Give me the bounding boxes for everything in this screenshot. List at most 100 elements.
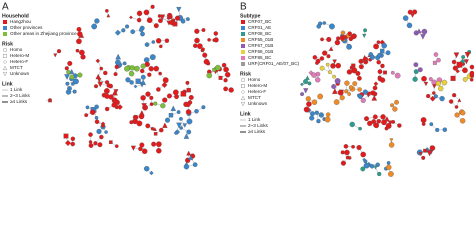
legend-label: 1 Link [248, 117, 261, 122]
network-node [315, 61, 319, 65]
network-node [332, 74, 336, 79]
legend-shape [3, 48, 7, 52]
network-node [97, 142, 103, 148]
network-node [454, 105, 459, 109]
legend-shape [2, 59, 8, 65]
network-node [346, 43, 352, 50]
network-node [186, 129, 192, 135]
network-node [417, 67, 423, 73]
network-node [320, 37, 324, 42]
network-node [94, 104, 99, 110]
network-node [201, 105, 206, 110]
network-node [452, 93, 457, 98]
network-node [101, 123, 105, 128]
network-node [186, 118, 193, 125]
network-node [319, 56, 325, 61]
legend-label: Other provinces [10, 25, 43, 30]
network-node [180, 91, 187, 97]
network-node [381, 42, 387, 49]
network-node [312, 55, 318, 60]
network-node [213, 37, 219, 43]
network-node [325, 112, 331, 117]
network-node [433, 94, 438, 99]
network-node [185, 80, 190, 85]
legend-title: Household [2, 13, 29, 19]
legend-label: Hetero-M [248, 83, 267, 88]
network-node [380, 48, 385, 54]
network-node [358, 126, 362, 131]
network-node [376, 40, 381, 44]
network-node [72, 89, 77, 94]
network-node [77, 31, 83, 37]
network-node [384, 116, 390, 122]
legend-label: 2~3 Links [248, 123, 268, 128]
network-node [96, 128, 102, 135]
network-node [148, 66, 154, 72]
network-node [462, 77, 468, 82]
network-node [138, 113, 145, 120]
network-node [356, 144, 362, 151]
legend-label: CRF67_01B [248, 43, 273, 48]
network-node [136, 10, 143, 17]
network-node [56, 49, 62, 54]
network-node [143, 165, 150, 172]
network-node [402, 15, 409, 21]
network-node [129, 120, 134, 125]
network-node [130, 145, 136, 151]
network-node [121, 28, 126, 33]
legend-swatch [241, 26, 245, 30]
network-node [150, 4, 155, 9]
network-node [455, 69, 460, 74]
network-node [176, 122, 182, 129]
network [45, 4, 234, 176]
network-node [348, 85, 354, 90]
legend-title: Risk [240, 71, 251, 77]
network-node [64, 74, 70, 80]
legend-label: CRF08_BC [248, 31, 272, 36]
network-node [161, 81, 168, 88]
network-node [385, 50, 391, 56]
network-node [139, 142, 145, 148]
network-node [170, 105, 177, 111]
network-node [436, 57, 441, 63]
network-node [144, 42, 150, 47]
network-node [421, 155, 426, 160]
legend-title: Risk [2, 41, 13, 47]
network-node [218, 75, 223, 80]
network-node [228, 87, 234, 93]
network-node [114, 64, 119, 70]
network-node [358, 64, 364, 70]
network-node [360, 151, 367, 158]
network-node [95, 58, 101, 64]
network-node [317, 93, 324, 100]
network-node [334, 78, 341, 84]
network-node [53, 53, 58, 58]
network-node [380, 114, 386, 120]
network-node [172, 89, 179, 96]
network-node [349, 121, 355, 128]
network-node [162, 77, 169, 84]
network-node [194, 109, 199, 114]
network-node [426, 150, 433, 157]
network-node [143, 9, 150, 16]
network-node [65, 81, 70, 86]
network-node [64, 140, 71, 147]
legend-shape [2, 65, 8, 70]
network-node [373, 43, 379, 50]
network-node [115, 53, 122, 60]
network-node [364, 116, 370, 122]
network-node [332, 59, 337, 64]
network-node [420, 34, 426, 40]
network-node [330, 63, 336, 69]
network-node [88, 140, 93, 144]
panel-label: A [2, 2, 9, 13]
network-node [300, 92, 304, 97]
legend-swatch [241, 20, 245, 24]
network-node [347, 92, 351, 96]
network-node [153, 101, 158, 106]
network-node [136, 120, 143, 127]
network-node [72, 78, 79, 85]
network-node [439, 95, 445, 102]
network-node [158, 127, 164, 133]
network-node [160, 103, 166, 109]
